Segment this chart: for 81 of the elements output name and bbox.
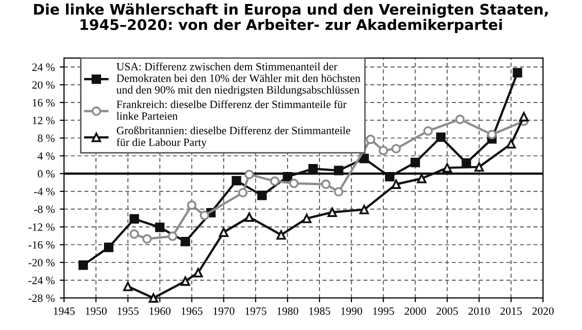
point [385, 172, 394, 182]
y-tick-label: 4 % [38, 152, 55, 160]
y-tick-label: -4 % [34, 188, 55, 196]
x-tick-label: 1955 [118, 307, 139, 315]
x-tick-label: 1995 [373, 307, 394, 315]
x-tick-label: 1950 [86, 307, 107, 315]
point [442, 163, 452, 173]
point [130, 229, 139, 239]
point [462, 158, 472, 168]
point [282, 172, 292, 182]
point [455, 114, 465, 124]
point [155, 222, 165, 232]
y-tick-label: 0 % [38, 170, 55, 178]
x-tick-label: 1980 [277, 307, 298, 315]
point [232, 176, 242, 186]
legend-label: Großbritannien: dieselbe Differenz der Stimmanteile für die Labour Party [116, 126, 350, 148]
y-tick-label: -28 % [28, 294, 55, 302]
y-tick-label: -24 % [28, 276, 55, 284]
point [410, 158, 420, 168]
point [391, 144, 401, 154]
point [506, 139, 516, 149]
point [423, 126, 433, 136]
y-tick-label: 24 % [32, 63, 55, 71]
point [334, 187, 344, 197]
y-tick-label: 16 % [32, 98, 55, 107]
point [244, 170, 254, 180]
point [200, 210, 210, 220]
x-tick-label: 1945 [54, 307, 75, 315]
point [78, 260, 88, 270]
point [104, 242, 114, 252]
point [238, 188, 248, 198]
y-tick-label: 20 % [32, 81, 55, 89]
x-tick-label: 1965 [182, 307, 202, 315]
x-tick-label: 1970 [214, 307, 234, 315]
y-tick-label: 8 % [38, 134, 55, 142]
point [366, 134, 376, 144]
point [378, 146, 388, 156]
point [168, 232, 178, 241]
chart-title: Die linke Wählerschaft in Europa und den Vereinigten Staaten, 1945–2020: von der Arbeiter- zur Akademikerpartei [34, 3, 548, 33]
point [276, 230, 286, 240]
point [193, 268, 203, 278]
point [308, 164, 318, 174]
point [218, 228, 228, 237]
point [391, 180, 401, 189]
point [302, 214, 312, 224]
point [142, 234, 152, 244]
x-tick-label: 1960 [150, 307, 171, 315]
point [180, 276, 190, 286]
point [123, 282, 133, 292]
point [244, 212, 254, 222]
point [416, 174, 426, 184]
x-tick-label: 1975 [245, 307, 266, 315]
y-tick-label: -20 % [28, 258, 55, 266]
x-tick-label: 1990 [341, 307, 362, 315]
point [359, 204, 369, 214]
point [512, 68, 522, 78]
x-tick-label: 2000 [404, 307, 426, 315]
x-tick-label: 2015 [500, 307, 522, 315]
y-tick-label: -16 % [28, 241, 55, 249]
point [436, 132, 446, 142]
point [270, 176, 280, 186]
point [180, 236, 190, 246]
x-tick-label: 1985 [309, 307, 330, 315]
y-tick-label: -8 % [34, 206, 55, 214]
legend-label: USA: Differenz zwischen dem Stimmenanteil der Demokraten bei den 10% der Wähler mit den höchsten und den 90% mit den niedrigsten Bildungsabschlüssen [116, 62, 360, 96]
x-tick-label: 2020 [532, 307, 554, 315]
point [519, 112, 529, 122]
y-tick-label: 12 % [32, 116, 55, 124]
point [257, 190, 267, 200]
point [487, 130, 497, 140]
point [187, 200, 196, 210]
x-tick-label: 2010 [468, 307, 490, 315]
point [474, 162, 484, 172]
point [334, 166, 344, 176]
point [289, 178, 299, 188]
legend-label: Frankreich: dieselbe Differenz der Stimmanteile für linke Parteien [116, 100, 347, 120]
point [321, 180, 331, 189]
point [148, 293, 158, 303]
x-tick-label: 2005 [436, 307, 458, 315]
point [130, 214, 139, 224]
y-tick-label: -12 % [28, 223, 55, 231]
